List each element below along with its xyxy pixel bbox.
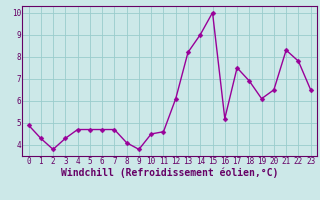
X-axis label: Windchill (Refroidissement éolien,°C): Windchill (Refroidissement éolien,°C) [61,168,278,178]
